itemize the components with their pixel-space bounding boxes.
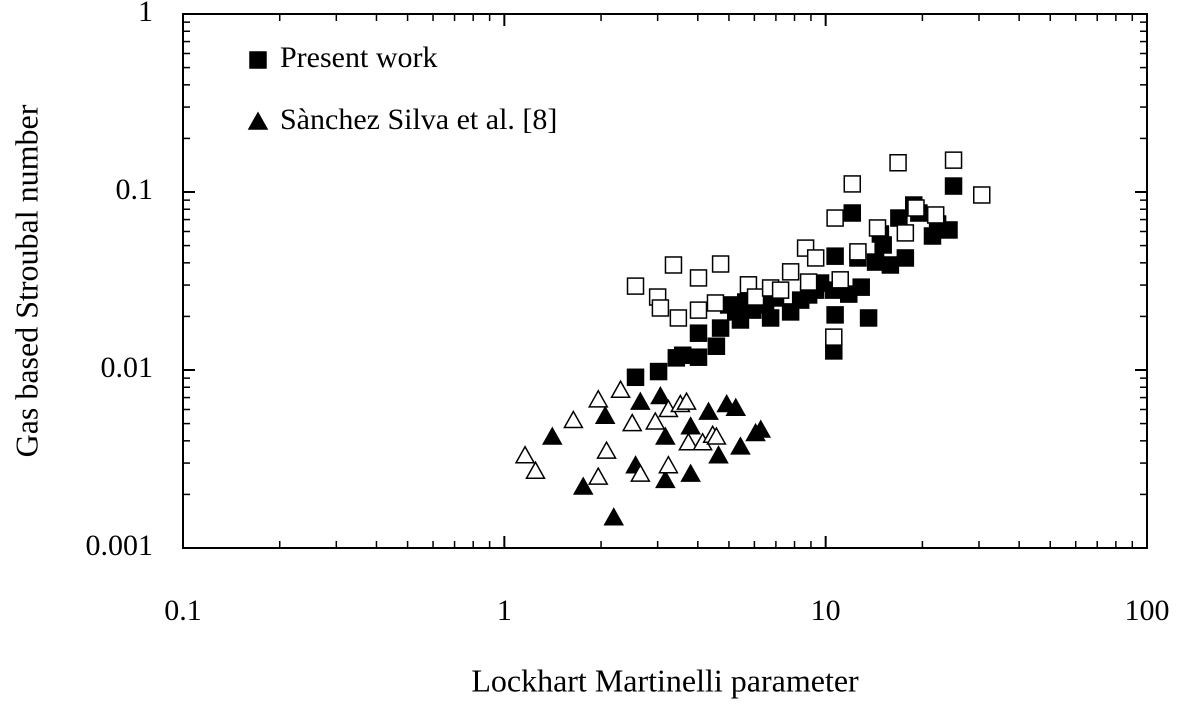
- legend-label: Sànchez Silva et al. [8]: [280, 103, 557, 136]
- legend-marker: [249, 51, 267, 69]
- x-axis-label: Lockhart Martinelli parameter: [471, 662, 859, 698]
- triangle-marker: [676, 391, 697, 410]
- triangle-marker: [594, 405, 616, 424]
- legend-label: Present work: [280, 41, 437, 74]
- square-marker: [868, 219, 887, 237]
- triangle-marker: [698, 401, 719, 420]
- triangle-marker: [630, 463, 651, 482]
- square-marker: [669, 309, 688, 327]
- triangle-marker: [730, 436, 751, 455]
- square-marker: [711, 255, 730, 273]
- y-tick-label: 1: [138, 0, 153, 28]
- plot-frame: [182, 13, 1148, 549]
- square-marker: [881, 256, 900, 274]
- triangle-marker: [596, 440, 617, 459]
- square-marker: [944, 151, 963, 169]
- triangle-marker: [572, 476, 594, 495]
- triangle-marker: [610, 379, 631, 398]
- x-tick-label: 100: [1125, 594, 1170, 627]
- triangle-marker: [603, 507, 625, 526]
- y-tick-label: 0.1: [116, 173, 154, 206]
- y-tick-label: 0.01: [101, 351, 154, 384]
- square-marker: [826, 247, 844, 265]
- square-marker: [689, 301, 708, 319]
- square-marker: [944, 177, 963, 195]
- square-marker: [711, 319, 730, 337]
- x-tick-label: 0.1: [164, 594, 202, 627]
- square-marker: [771, 281, 790, 299]
- square-marker: [843, 175, 862, 193]
- triangle-marker: [678, 432, 699, 451]
- square-marker: [799, 273, 818, 291]
- square-marker: [826, 209, 844, 227]
- triangle-marker: [680, 463, 701, 482]
- triangle-marker: [621, 413, 643, 432]
- triangle-marker: [708, 445, 729, 464]
- triangle-marker: [655, 469, 676, 489]
- square-marker: [896, 249, 915, 267]
- triangle-marker: [706, 426, 727, 445]
- y-tick-label: 0.001: [86, 529, 154, 562]
- square-marker: [706, 294, 725, 312]
- square-marker: [907, 199, 925, 217]
- square-marker: [664, 256, 683, 274]
- square-marker: [889, 153, 907, 172]
- triangle-marker: [514, 445, 536, 464]
- triangle-marker: [658, 455, 679, 474]
- square-marker: [926, 206, 945, 224]
- triangle-marker: [680, 416, 701, 435]
- triangle-marker: [750, 419, 772, 438]
- triangle-marker: [587, 466, 609, 485]
- square-marker: [826, 306, 844, 324]
- square-marker: [689, 269, 708, 287]
- square-marker: [781, 263, 800, 281]
- triangle-marker: [655, 426, 676, 445]
- square-marker: [651, 299, 670, 317]
- square-marker: [825, 328, 843, 346]
- legend-marker: [247, 111, 269, 130]
- square-marker: [689, 348, 708, 366]
- triangle-marker: [725, 397, 747, 416]
- x-tick-label: 1: [497, 594, 512, 627]
- triangle-marker: [630, 391, 651, 410]
- square-marker: [689, 324, 708, 342]
- square-marker: [852, 278, 870, 296]
- square-marker: [761, 309, 780, 327]
- square-marker: [896, 224, 915, 242]
- square-marker: [874, 236, 892, 254]
- triangle-marker: [563, 410, 584, 429]
- square-marker: [849, 243, 867, 261]
- square-marker: [673, 346, 692, 365]
- triangle-marker: [525, 460, 546, 479]
- y-axis-label: Gas based Stroubal number: [8, 104, 44, 457]
- triangle-marker: [587, 389, 609, 408]
- square-marker: [746, 288, 765, 306]
- square-marker: [707, 337, 726, 355]
- square-marker: [866, 253, 885, 271]
- square-marker: [890, 209, 908, 227]
- triangle-marker: [645, 411, 666, 430]
- square-marker: [649, 362, 668, 381]
- square-marker: [806, 249, 825, 267]
- square-marker: [972, 186, 991, 204]
- square-marker: [843, 204, 862, 222]
- square-marker: [626, 368, 645, 387]
- square-marker: [859, 309, 878, 327]
- square-marker: [626, 277, 645, 295]
- triangle-marker: [542, 426, 563, 445]
- triangle-marker: [650, 385, 671, 405]
- square-marker: [831, 271, 849, 289]
- x-tick-label: 10: [811, 594, 841, 627]
